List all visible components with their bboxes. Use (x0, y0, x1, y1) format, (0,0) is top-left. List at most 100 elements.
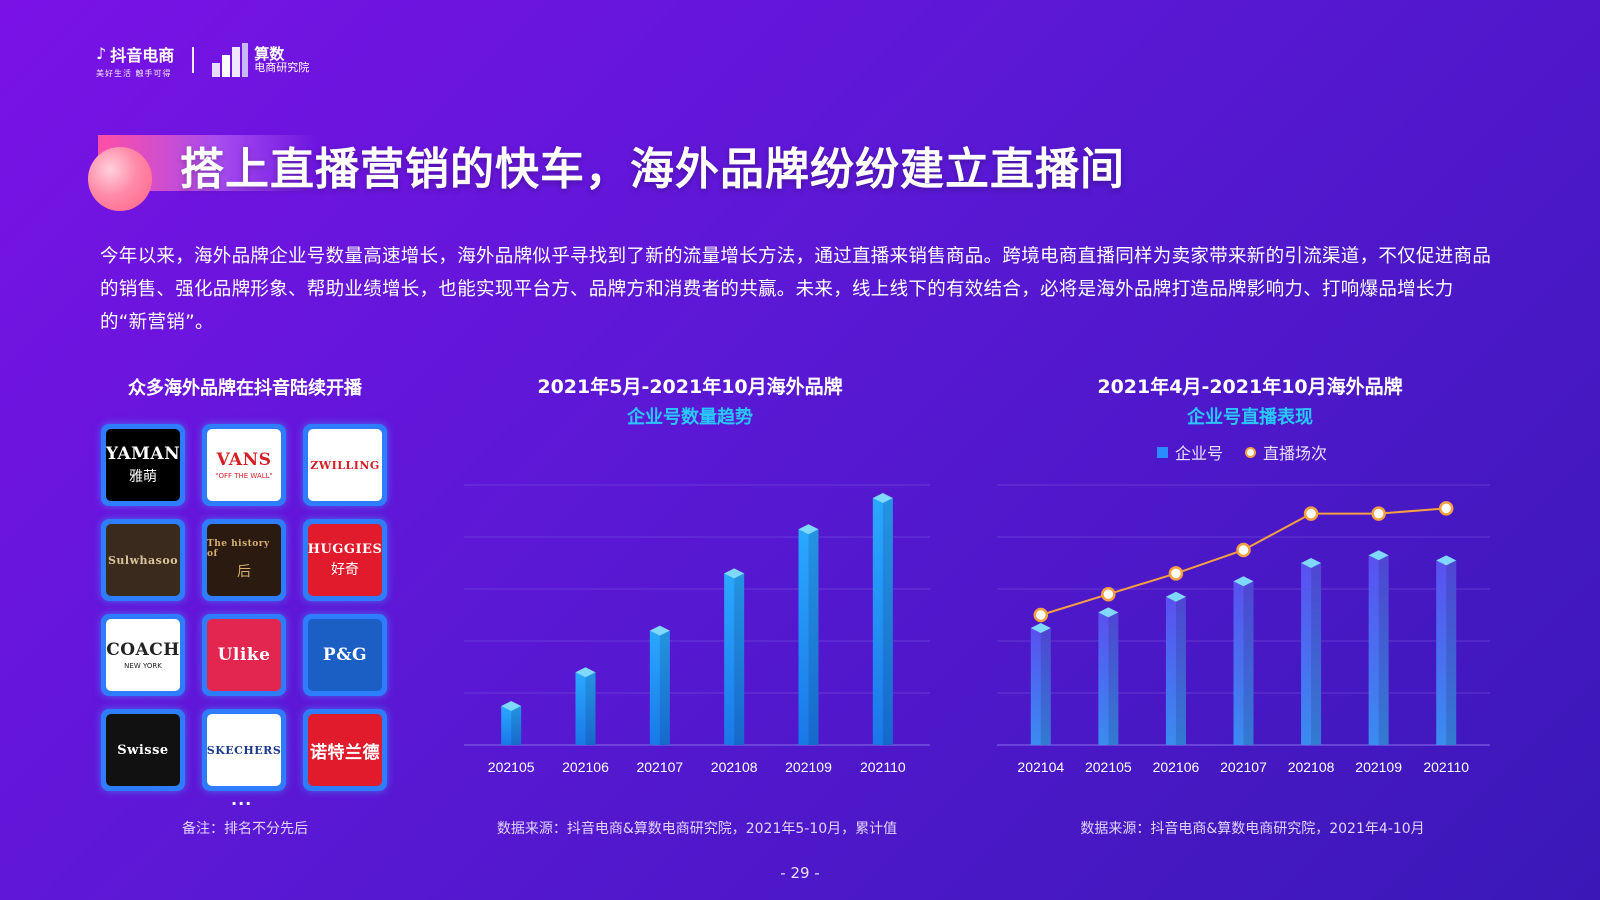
legend-line-label: 直播场次 (1263, 444, 1328, 463)
brand-tile: Sulwhasoo (101, 519, 185, 601)
x-tick-label: 202104 (1017, 759, 1064, 775)
brand-name: YAMAN (106, 444, 180, 464)
line-point (1438, 501, 1454, 516)
bar-cap (1301, 558, 1322, 568)
brand-logo: YAMAN 雅萌 (106, 429, 180, 501)
legend-bar-label: 企业号 (1175, 444, 1224, 463)
bar-shade (734, 573, 745, 745)
bar-cap (724, 568, 745, 579)
suanshu-name: 算数 (254, 44, 285, 63)
brand-name: COACH (106, 640, 180, 660)
bar (501, 706, 522, 745)
legend-item-bars: 企业号 (1157, 440, 1223, 464)
brand-logo: HUGGIES 好奇 (308, 524, 382, 596)
suanshu-sub: 电商研究院 (254, 61, 310, 75)
brand-name: The history of (207, 539, 270, 559)
legend-line-swatch (1245, 446, 1257, 458)
bar (575, 672, 596, 745)
bar-shade (1108, 612, 1119, 745)
x-tick-label: 202106 (1153, 759, 1200, 775)
line-point (1033, 607, 1049, 623)
bar-cap (798, 524, 819, 535)
brand-tile: P&G (303, 614, 387, 696)
bar (649, 630, 670, 745)
brands-panel-title: 众多海外品牌在抖音陆续开播 (128, 378, 362, 399)
bar-cap (872, 493, 893, 503)
douyin-name: 抖音电商 (110, 45, 175, 65)
brand-subtext: 雅萌 (129, 469, 157, 485)
bar-shade (1175, 596, 1186, 745)
legend-bar-swatch (1157, 446, 1168, 458)
x-tick-label: 202109 (785, 759, 832, 775)
brand-logo: Sulwhasoo (106, 524, 180, 596)
brand-logo: SKECHERS (207, 714, 281, 786)
brand-name: P&G (322, 645, 368, 665)
bar-cap (649, 625, 670, 636)
brand-logo: Ulike (207, 619, 281, 691)
chart2-title: 2021年4月-2021年10月海外品牌 (1097, 376, 1403, 398)
x-tick-label: 202110 (860, 759, 906, 775)
bar-shade (585, 672, 596, 745)
bar (1436, 560, 1457, 745)
brand-name: 诺特兰德 (310, 742, 380, 763)
bar-cap (501, 701, 522, 711)
bar (1233, 581, 1254, 745)
brand-name: Swisse (117, 742, 169, 758)
brand-tile: HUGGIES 好奇 (303, 519, 387, 601)
bar (1030, 628, 1051, 745)
brand-tile: ZWILLING (303, 424, 387, 506)
bar-cap (1098, 607, 1119, 618)
brand-name: HUGGIES (308, 541, 382, 557)
brand-tile: COACH NEW YORK (101, 614, 185, 696)
chart1-title: 2021年5月-2021年10月海外品牌 (537, 376, 843, 398)
page-number: - 29 - (780, 864, 820, 882)
line-point (1101, 586, 1116, 602)
title-accent-ball (88, 147, 152, 211)
bar-shade (1040, 628, 1051, 745)
chart1-source: 数据来源：抖音电商&算数电商研究院，2021年5-10月，累计值 (496, 821, 898, 837)
brand-logo: COACH NEW YORK (106, 619, 180, 691)
brand-logo-grid: YAMAN 雅萌 VANS "OFF THE WALL" ZWILLING Sulwhas… (101, 424, 387, 791)
brand-name: Sulwhasoo (107, 553, 179, 567)
brand-subtext: "OFF THE WALL" (215, 472, 273, 480)
bar-shade (511, 706, 522, 745)
brand-subtext: NEW YORK (124, 662, 162, 670)
brand-tile: VANS "OFF THE WALL" (202, 424, 286, 506)
brand-name: VANS (216, 450, 272, 470)
bar (724, 573, 745, 745)
brand-subtext: 后 (237, 564, 251, 580)
bar (872, 498, 893, 745)
brand-tile: Ulike (202, 614, 286, 696)
bar-cap (1030, 623, 1051, 633)
bar-cap (1233, 576, 1254, 587)
bar-shade (1311, 563, 1322, 745)
suanshu-logo: 算数 电商研究院 (212, 43, 309, 77)
x-tick-label: 202110 (1423, 759, 1469, 775)
intro-paragraph: 今年以来，海外品牌企业号数量高速增长，海外品牌似乎寻找到了新的流量增长方法，通过… (100, 246, 1492, 333)
x-tick-label: 202107 (1220, 759, 1267, 775)
bar-cap (575, 667, 596, 678)
brand-name: ZWILLING (310, 458, 380, 472)
brand-subtext: 好奇 (331, 561, 359, 578)
chart2-source: 数据来源：抖音电商&算数电商研究院，2021年4-10月 (1080, 821, 1425, 837)
line-point (1236, 542, 1251, 558)
x-tick-label: 202108 (711, 759, 758, 775)
douyin-slogan: 美好生活 触手可得 (96, 68, 172, 78)
bar (1301, 563, 1322, 745)
bar-shade (659, 630, 670, 745)
bar-shade (1378, 555, 1389, 745)
suanshu-bars-icon (212, 43, 249, 77)
brand-logo: ZWILLING (308, 429, 382, 501)
brand-name: SKECHERS (207, 743, 281, 757)
page-title: 搭上直播营销的快车，海外品牌纷纷建立直播间 (180, 144, 1125, 195)
bar-cap (1165, 591, 1186, 602)
bar-cap (1368, 550, 1389, 561)
bar-shade (1243, 581, 1254, 745)
title-block: 搭上直播营销的快车，海外品牌纷纷建立直播间 (88, 133, 1388, 213)
bar (1098, 612, 1119, 745)
bar-shade (1446, 560, 1457, 745)
brand-tile: Swisse (101, 709, 185, 791)
brand-logo: VANS "OFF THE WALL" (207, 429, 281, 501)
brand-tile: YAMAN 雅萌 (101, 424, 185, 506)
bar-shade (882, 498, 893, 745)
